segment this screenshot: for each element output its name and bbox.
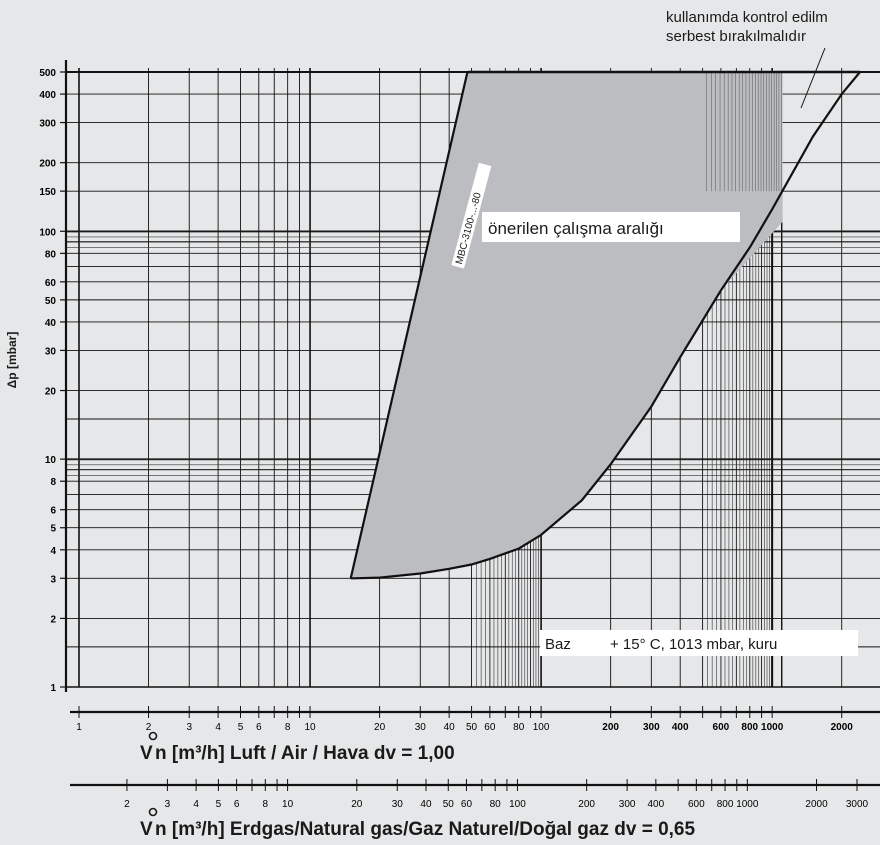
y-tick-label: 80 bbox=[45, 249, 57, 260]
y-tick-label: 50 bbox=[45, 296, 57, 307]
x-air-tick-label: 2000 bbox=[831, 722, 854, 733]
y-tick-label: 1 bbox=[50, 683, 56, 694]
x-gas-tick-label: 30 bbox=[392, 799, 404, 810]
x-air-tick-label: 300 bbox=[643, 722, 660, 733]
y-tick-label: 10 bbox=[45, 455, 57, 466]
x-gas-tick-label: 600 bbox=[688, 799, 705, 810]
tick-labels: 1234568102030405060801001502003004005001… bbox=[39, 68, 868, 810]
x-gas-tick-label: 4 bbox=[193, 799, 199, 810]
recommended-range-label: önerilen çalışma aralığı bbox=[482, 212, 740, 242]
x-air-tick-label: 400 bbox=[672, 722, 689, 733]
x-air-tick-label: 3 bbox=[186, 722, 192, 733]
basis-label: Baz + 15° C, 1013 mbar, kuru bbox=[540, 630, 858, 656]
y-tick-label: 4 bbox=[50, 546, 56, 557]
x-gas-tick-label: 60 bbox=[461, 799, 473, 810]
x-air-tick-label: 10 bbox=[304, 722, 316, 733]
recommended-range-hatch bbox=[706, 72, 782, 192]
x-gas-tick-label: 2 bbox=[124, 799, 130, 810]
x-air-tick-label: 20 bbox=[374, 722, 386, 733]
top-note-line-1: kullanımda kontrol edilm bbox=[666, 9, 828, 26]
x-gas-tick-label: 400 bbox=[648, 799, 665, 810]
x-air-tick-label: 600 bbox=[713, 722, 730, 733]
series-curve bbox=[350, 71, 861, 580]
range-boundaries bbox=[349, 70, 860, 579]
y-tick-label: 500 bbox=[39, 68, 56, 79]
y-tick-label: 40 bbox=[45, 318, 57, 329]
x-gas-tick-label: 40 bbox=[420, 799, 432, 810]
x-gas-tick-label: 2000 bbox=[805, 799, 828, 810]
x-air-tick-label: 5 bbox=[238, 722, 244, 733]
x-gas-tick-label: 6 bbox=[234, 799, 240, 810]
y-tick-label: 20 bbox=[45, 387, 57, 398]
recommended-range-area bbox=[350, 72, 783, 579]
x-air-tick-label: 4 bbox=[215, 722, 221, 733]
x-axis-title-gas: V n [m³/h] Erdgas/Natural gas/Gaz Nature… bbox=[140, 807, 695, 840]
x-gas-tick-label: 3 bbox=[165, 799, 171, 810]
x-air-tick-label: 8 bbox=[285, 722, 291, 733]
x-air-tick-label: 1000 bbox=[761, 722, 784, 733]
x-gas-tick-label: 200 bbox=[578, 799, 595, 810]
top-note-leader bbox=[800, 47, 826, 109]
y-tick-label: 200 bbox=[39, 159, 56, 170]
x-air-tick-label: 80 bbox=[513, 722, 525, 733]
x-air-tick-label: 6 bbox=[256, 722, 262, 733]
x-axis-title-air-rest: n [m³/h] Luft / Air / Hava dv = 1,00 bbox=[155, 743, 455, 764]
x-air-tick-label: 40 bbox=[444, 722, 456, 733]
x-air-tick-label: 800 bbox=[741, 722, 758, 733]
x-gas-tick-label: 10 bbox=[282, 799, 294, 810]
basis-conditions-text: + 15° C, 1013 mbar, kuru bbox=[610, 636, 777, 653]
series-label-box bbox=[451, 162, 492, 269]
x-gas-tick-label: 50 bbox=[443, 799, 455, 810]
x-gas-tick-label: 8 bbox=[263, 799, 269, 810]
x-gas-tick-label: 100 bbox=[509, 799, 526, 810]
y-tick-label: 300 bbox=[39, 119, 56, 130]
recommended-range-label-text: önerilen çalışma aralığı bbox=[488, 219, 664, 238]
x-gas-tick-label: 800 bbox=[717, 799, 734, 810]
basis-label-text: Baz bbox=[545, 636, 571, 653]
y-tick-label: 30 bbox=[45, 346, 57, 357]
y-tick-label: 3 bbox=[50, 574, 56, 585]
x-air-tick-label: 100 bbox=[533, 722, 550, 733]
x-axis-title-air-v: V bbox=[140, 743, 153, 764]
top-note-box bbox=[656, 0, 880, 46]
x-gas-tick-label: 3000 bbox=[846, 799, 869, 810]
boundary-left bbox=[349, 71, 469, 579]
x-air-tick-label: 60 bbox=[484, 722, 496, 733]
y-tick-label: 5 bbox=[50, 524, 56, 535]
x-gas-tick-label: 20 bbox=[351, 799, 363, 810]
x-gas-tick-label: 80 bbox=[490, 799, 502, 810]
y-axis-title: Δp [mbar] bbox=[5, 332, 19, 389]
y-tick-label: 8 bbox=[50, 477, 56, 488]
top-note-line-2: serbest bırakılmalıdır bbox=[666, 28, 806, 45]
x-air-tick-label: 50 bbox=[466, 722, 478, 733]
y-tick-label: 60 bbox=[45, 278, 57, 289]
x-axis-title-gas-dot bbox=[148, 807, 158, 817]
x-axis-title-air-dot bbox=[148, 731, 158, 741]
x-axis-title-gas-rest: n [m³/h] Erdgas/Natural gas/Gaz Naturel/… bbox=[155, 819, 695, 840]
x-air-tick-label: 2 bbox=[146, 722, 152, 733]
y-tick-label: 100 bbox=[39, 227, 56, 238]
recommended-range-label-box bbox=[482, 212, 740, 242]
x-air-tick-label: 30 bbox=[415, 722, 427, 733]
y-tick-label: 6 bbox=[50, 506, 56, 517]
x-air-tick-label: 200 bbox=[602, 722, 619, 733]
x-axis-title-air: V n [m³/h] Luft / Air / Hava dv = 1,00 bbox=[140, 731, 455, 764]
x-axis-title-gas-v: V bbox=[140, 819, 153, 840]
x-gas-tick-label: 300 bbox=[619, 799, 636, 810]
top-note: kullanımda kontrol edilm serbest bırakıl… bbox=[656, 0, 880, 109]
x-gas-tick-label: 5 bbox=[216, 799, 222, 810]
axes bbox=[60, 60, 880, 791]
basis-label-box bbox=[540, 630, 858, 656]
y-tick-label: 2 bbox=[50, 614, 56, 625]
y-tick-label: 150 bbox=[39, 187, 56, 198]
x-gas-tick-label: 1000 bbox=[736, 799, 759, 810]
x-air-tick-label: 1 bbox=[76, 722, 82, 733]
y-tick-label: 400 bbox=[39, 90, 56, 101]
